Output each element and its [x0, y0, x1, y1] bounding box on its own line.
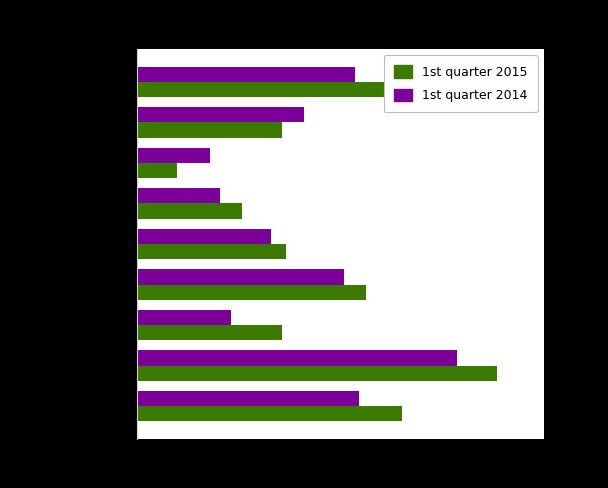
- Bar: [137, 325, 282, 341]
- Bar: [137, 350, 457, 366]
- Bar: [137, 147, 210, 163]
- Bar: [137, 285, 366, 300]
- Bar: [137, 107, 304, 122]
- Bar: [137, 203, 242, 219]
- Legend: 1st quarter 2015, 1st quarter 2014: 1st quarter 2015, 1st quarter 2014: [384, 55, 538, 112]
- Bar: [137, 122, 282, 138]
- Bar: [137, 366, 497, 381]
- Bar: [137, 391, 359, 406]
- Bar: [137, 82, 384, 97]
- Bar: [137, 406, 402, 422]
- Bar: [137, 66, 355, 82]
- Bar: [137, 188, 221, 203]
- Bar: [137, 269, 344, 285]
- Bar: [137, 244, 286, 260]
- Bar: [137, 309, 232, 325]
- Bar: [137, 228, 271, 244]
- Bar: [137, 163, 177, 179]
